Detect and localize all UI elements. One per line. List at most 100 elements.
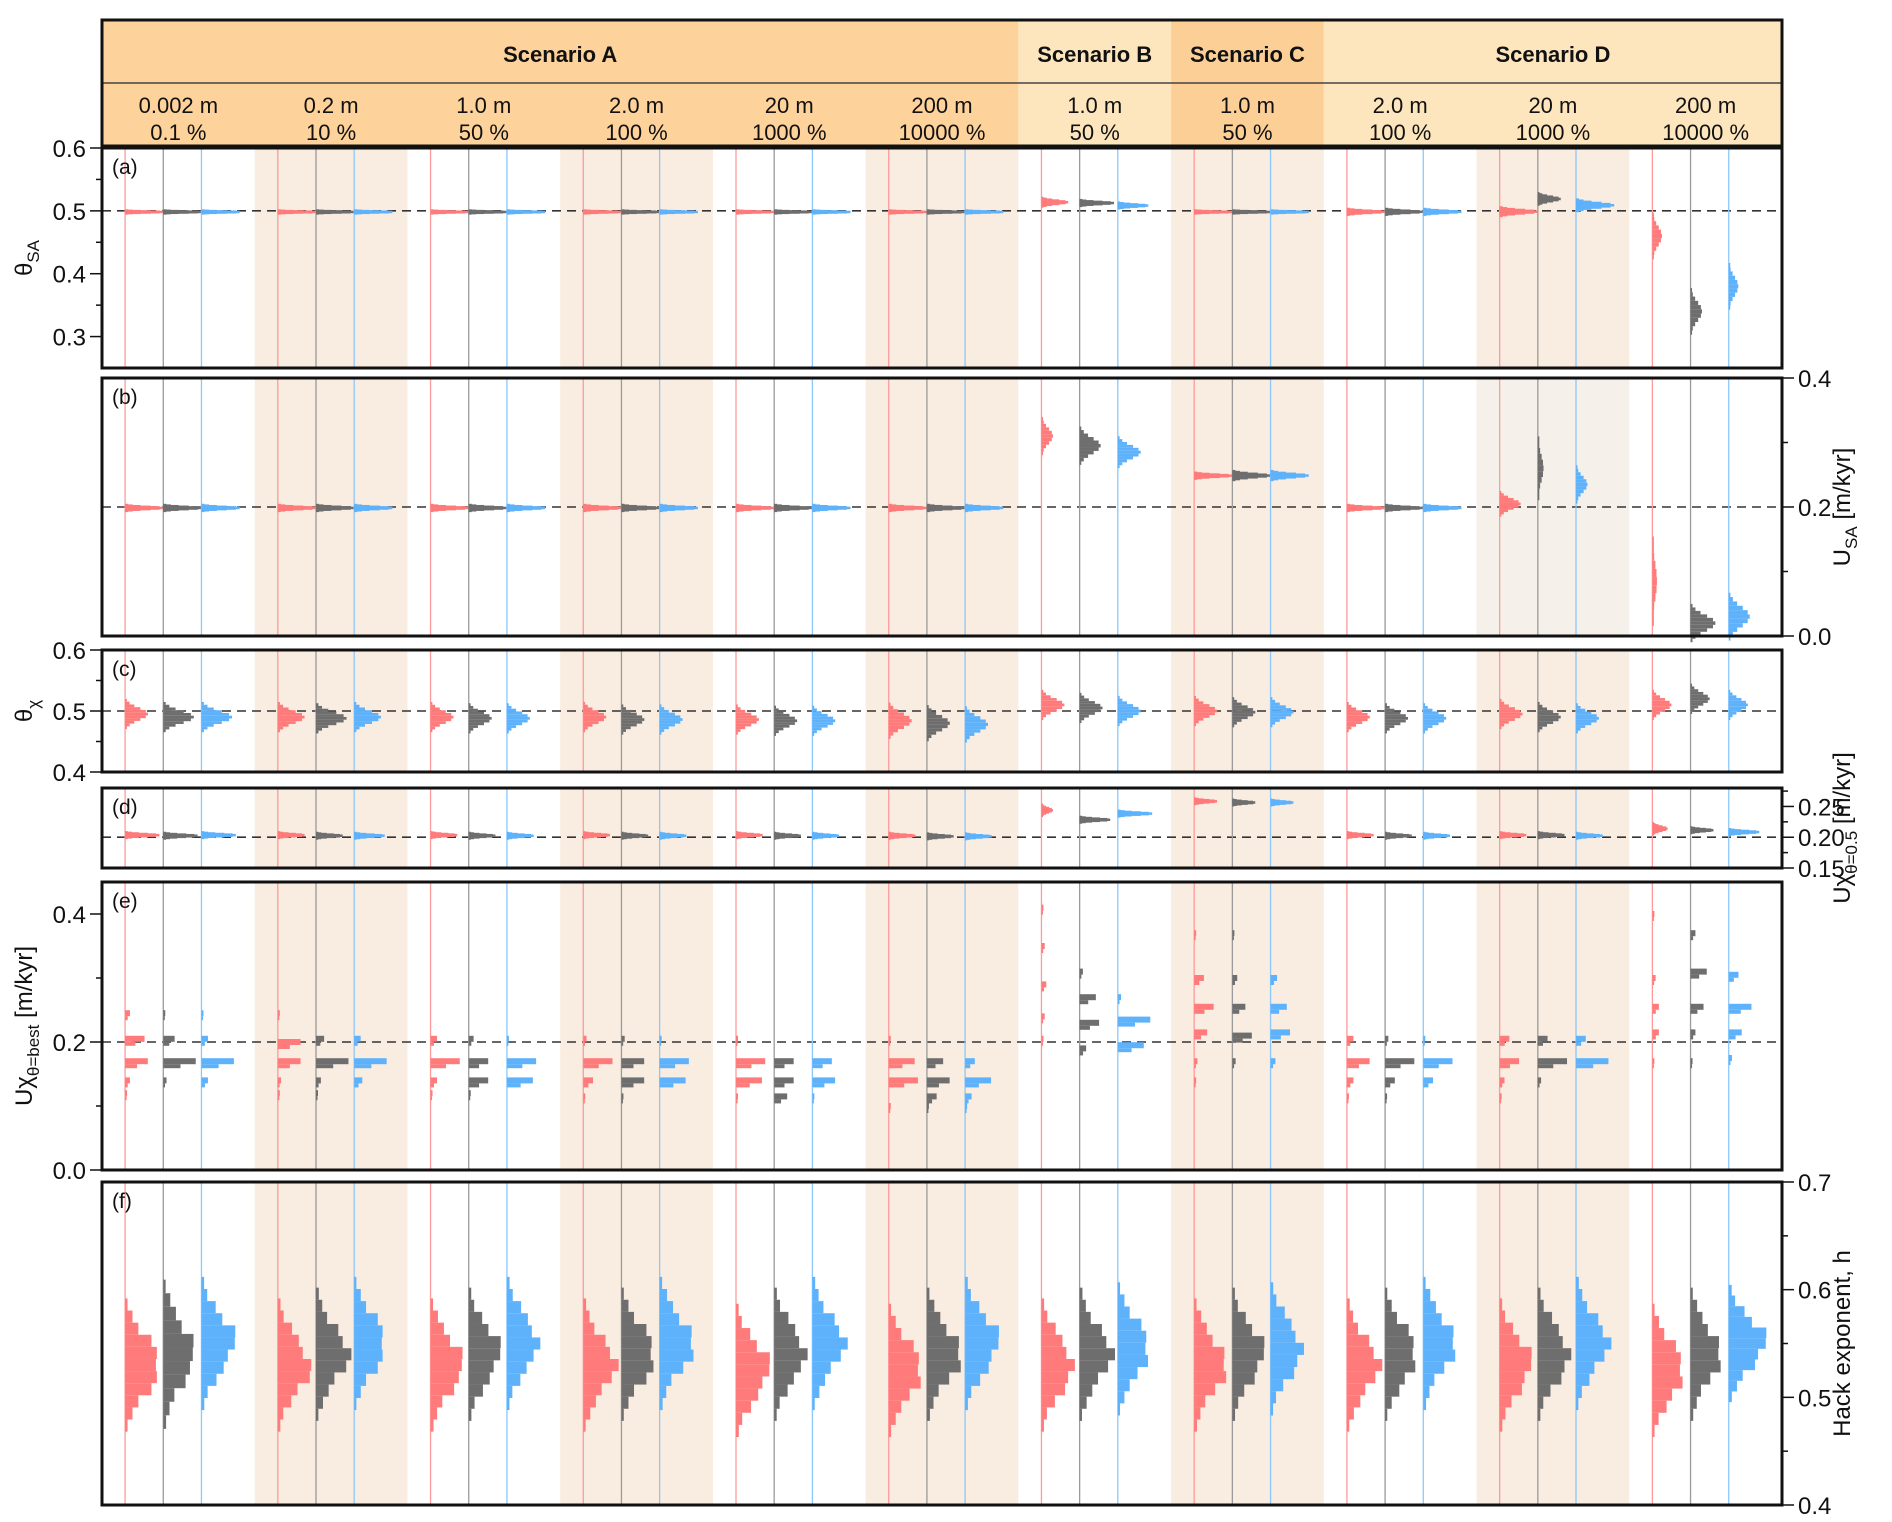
hist-bar-red [1652, 552, 1655, 561]
hist-bar-blue [1423, 1035, 1426, 1042]
hist-bar-red [430, 1064, 447, 1069]
hist-bar-red [583, 831, 589, 835]
hist-bar-gray [1537, 465, 1544, 472]
hist-bar-gray [1385, 1099, 1387, 1104]
hist-bar-blue [201, 1083, 205, 1088]
hist-bar-gray [316, 209, 320, 212]
hist-bar-gray [1690, 610, 1701, 615]
hist-bar-gray [1232, 799, 1242, 803]
hist-bar-blue [1117, 201, 1121, 204]
hist-bar-red [1652, 717, 1654, 720]
hist-bar-red [430, 831, 436, 835]
hist-bar-blue [659, 718, 683, 721]
hist-bar-red [277, 1064, 290, 1069]
hist-bar-gray [1537, 192, 1540, 195]
hist-bar-red [1041, 1019, 1044, 1024]
hist-bar-red [888, 709, 898, 713]
hist-bar-red [1194, 1322, 1207, 1335]
hist-bar-blue [812, 730, 817, 734]
hist-bar-gray [1690, 705, 1699, 709]
hist-bar-red [736, 504, 744, 507]
hist-bar-gray [316, 1035, 325, 1042]
hist-bar-blue [506, 1373, 521, 1386]
hist-bar-red [1194, 209, 1202, 213]
hist-bar-blue [1423, 727, 1428, 731]
hist-bar-gray [774, 727, 784, 731]
hist-bar-red [583, 704, 588, 708]
hist-bar-blue [354, 1083, 359, 1088]
hist-bar-blue [1117, 810, 1132, 814]
hist-bar-gray [1690, 1323, 1708, 1337]
hist-bar-blue [1423, 1349, 1456, 1362]
hist-bar-gray [316, 1396, 324, 1409]
hist-bar-blue [506, 832, 513, 835]
hist-bar-blue [965, 832, 968, 835]
hist-bar-gray [1537, 1348, 1572, 1361]
hist-bar-red [1041, 1407, 1047, 1420]
hist-bar-gray [1079, 1045, 1087, 1052]
hist-bar-gray [1537, 715, 1561, 719]
hist-bar-blue [659, 209, 675, 213]
hist-bar-blue [1728, 592, 1731, 598]
tick-label: 0.4 [53, 760, 86, 787]
hist-bar-blue [812, 1325, 840, 1338]
hist-bar-gray [1690, 826, 1696, 830]
hist-bar-gray [1537, 723, 1548, 727]
hist-bar-blue [1423, 725, 1433, 728]
tick-label: 0.4 [53, 262, 86, 289]
hist-bar-gray [163, 1347, 193, 1362]
hist-bar-red [888, 712, 905, 716]
column-shade [1171, 882, 1324, 1170]
hist-bar-red [125, 707, 141, 710]
hist-bar-blue [659, 831, 662, 835]
panel-c: (c) 0.4 0.5 0.6 θχ [11, 638, 1784, 787]
hist-bar-gray [1537, 1299, 1544, 1312]
hist-bar-gray [926, 1360, 961, 1373]
hist-bar-blue [659, 1035, 662, 1042]
hist-bar-gray [1690, 1408, 1694, 1421]
hist-bar-gray [163, 1010, 166, 1017]
hist-bar-blue [354, 702, 357, 705]
panel-frame [100, 146, 1784, 370]
hist-bar-red [1041, 197, 1047, 201]
hist-bar-red [1652, 709, 1666, 712]
hist-bar-gray [621, 1384, 635, 1397]
hist-bar-red [1194, 1358, 1224, 1372]
hist-bar-gray [1385, 832, 1396, 836]
hist-bar-blue [1117, 994, 1122, 1001]
hist-bar-red [583, 1358, 619, 1372]
hist-bar-red [888, 1041, 891, 1046]
hist-bar-blue [1423, 504, 1439, 508]
hist-bar-red [1499, 493, 1504, 496]
hist-bar-gray [1079, 461, 1082, 465]
hist-bar-blue [812, 1398, 815, 1411]
hist-bar-red [1194, 797, 1199, 801]
hist-bar-blue [659, 712, 675, 716]
hist-bar-red [1041, 949, 1044, 953]
hist-bar-red [583, 209, 591, 213]
hist-bar-blue [1270, 716, 1286, 720]
hist-bar-gray [1079, 714, 1089, 718]
hist-bar-gray [1079, 712, 1095, 715]
hist-bar-blue [812, 1349, 841, 1362]
hist-bar-gray [1537, 477, 1542, 483]
hist-bar-gray [1079, 1396, 1087, 1409]
hist-bar-red [583, 1407, 591, 1420]
hist-bar-gray [1232, 1408, 1236, 1421]
hist-bar-red [888, 504, 897, 507]
hist-bar-blue [965, 1058, 975, 1065]
hist-bar-red [1499, 502, 1521, 506]
hist-bar-gray [163, 503, 167, 507]
column-shade [560, 788, 713, 868]
hist-bar-blue [812, 832, 824, 836]
hist-bar-gray [1079, 815, 1083, 819]
hist-bar-red [1652, 1352, 1681, 1365]
hist-bar-blue [659, 1325, 692, 1338]
hist-bar-red [430, 209, 439, 213]
hist-bar-blue [1117, 1403, 1121, 1416]
hist-bar-blue [1423, 1385, 1430, 1399]
hist-bar-gray [1537, 1372, 1562, 1385]
hist-bar-gray [1079, 816, 1092, 820]
hist-bar-blue [1728, 1061, 1731, 1065]
hist-bar-gray [1079, 1299, 1086, 1312]
